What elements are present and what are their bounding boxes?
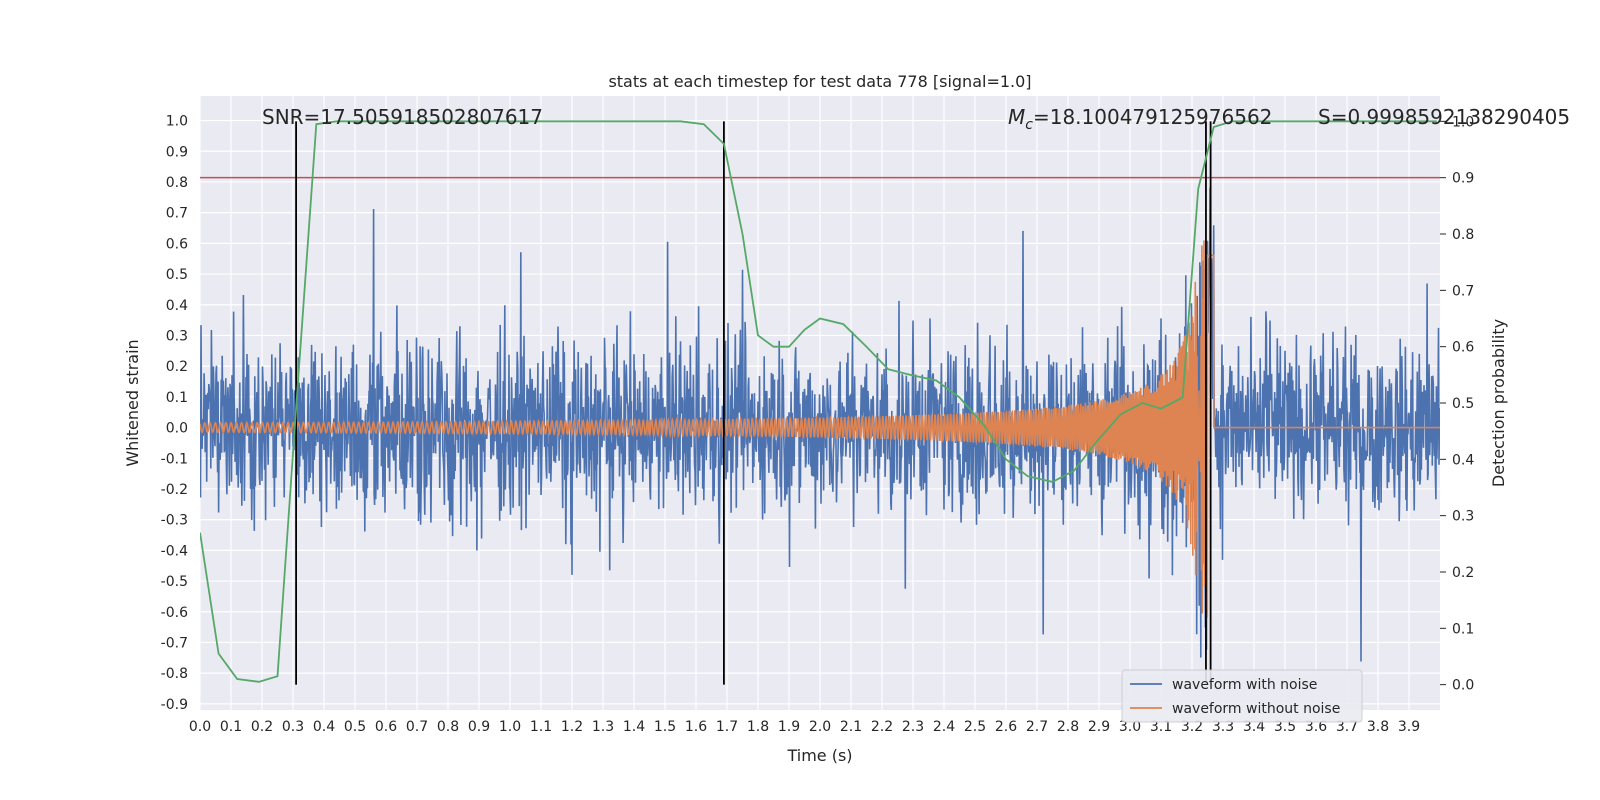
x-tick-label: 0.5 — [344, 719, 366, 735]
y-tick-label: 1.0 — [166, 114, 188, 130]
x-tick-label: 3.1 — [1150, 719, 1172, 735]
x-tick-label: 2.2 — [871, 719, 893, 735]
x-tick-label: 3.3 — [1212, 719, 1234, 735]
x-tick-label: 1.2 — [561, 719, 583, 735]
y2-tick-label: 0.9 — [1452, 171, 1474, 187]
x-tick-label: 3.6 — [1305, 719, 1327, 735]
y-tick-label: 0.8 — [166, 175, 188, 191]
y-tick-label: -0.6 — [161, 605, 188, 621]
y-tick-label: -0.5 — [161, 574, 188, 590]
x-tick-label: 2.1 — [840, 719, 862, 735]
y-tick-label: -0.1 — [161, 451, 188, 467]
y-tick-label: -0.4 — [161, 543, 188, 559]
y-tick-label: 0.1 — [166, 390, 188, 406]
y-tick-label: 0.4 — [166, 298, 188, 314]
x-tick-label: 1.9 — [778, 719, 800, 735]
series-line-detection-probability — [200, 120, 1437, 683]
y2-tick-labels: 1.0 0.9 0.8 0.7 0.6 0.5 0.4 0.3 0.2 0.1 0.0 — [1440, 114, 1474, 694]
x-tick-label: 2.5 — [964, 719, 986, 735]
x-axis-label: Time (s) — [786, 746, 852, 765]
chirp-mass-symbol: M — [1008, 105, 1025, 129]
y2-tick-label: 0.0 — [1452, 678, 1474, 694]
chirp-mass-annotation: Mc=18.100479125976562 — [1008, 105, 1272, 133]
y-tick-label: 0.7 — [166, 206, 188, 222]
y-tick-labels: 1.0 0.9 0.8 0.7 0.6 0.5 0.4 0.3 0.2 0.1 0.0 -0.1 -0.… — [161, 114, 188, 713]
y2-tick-label: 0.8 — [1452, 227, 1474, 243]
y2-tick-label: 0.7 — [1452, 283, 1474, 299]
x-tick-label: 1.4 — [623, 719, 645, 735]
x-tick-label: 2.7 — [1026, 719, 1048, 735]
x-tick-label: 0.8 — [437, 719, 459, 735]
y2-axis-label: Detection probability — [1489, 319, 1508, 487]
x-tick-label: 0.7 — [406, 719, 428, 735]
x-tick-label: 2.4 — [933, 719, 955, 735]
y-tick-label: 0.3 — [166, 328, 188, 344]
legend-label-waveform-with-noise: waveform with noise — [1172, 677, 1317, 693]
legend-label-waveform-without-noise: waveform without noise — [1172, 701, 1340, 717]
x-tick-label: 0.9 — [468, 719, 490, 735]
x-tick-label: 3.9 — [1398, 719, 1420, 735]
x-tick-label: 1.0 — [499, 719, 521, 735]
y2-tick-label: 0.3 — [1452, 509, 1474, 525]
y2-tick-label: 0.6 — [1452, 340, 1474, 356]
x-tick-label: 1.5 — [654, 719, 676, 735]
x-tick-label: 1.8 — [747, 719, 769, 735]
y2-tick-label: 0.5 — [1452, 396, 1474, 412]
y2-tick-label: 0.1 — [1452, 621, 1474, 637]
series-line-waveform-without-noise — [200, 240, 1440, 619]
y2-tick-label: 0.2 — [1452, 565, 1474, 581]
y-tick-label: 0.0 — [166, 421, 188, 437]
y-tick-label: -0.2 — [161, 482, 188, 498]
y-tick-label: -0.9 — [161, 697, 188, 713]
x-tick-label: 3.5 — [1274, 719, 1296, 735]
s-annotation: S=0.9998592138290405 — [1318, 105, 1570, 129]
y-axis-label: Whitened strain — [123, 339, 142, 466]
x-tick-label: 1.7 — [716, 719, 738, 735]
y-tick-label: 0.5 — [166, 267, 188, 283]
x-tick-label: 2.8 — [1057, 719, 1079, 735]
chart-title: stats at each timestep for test data 778… — [608, 72, 1031, 91]
chirp-mass-value: =18.100479125976562 — [1033, 105, 1272, 129]
y-tick-label: 0.2 — [166, 359, 188, 375]
x-tick-label: 2.9 — [1088, 719, 1110, 735]
snr-annotation: SNR=17.505918502807617 — [262, 105, 543, 129]
legend-box — [1121, 669, 1363, 723]
x-tick-label: 0.0 — [189, 719, 211, 735]
x-tick-label: 0.3 — [282, 719, 304, 735]
x-tick-label: 3.0 — [1119, 719, 1141, 735]
y-tick-label: 0.9 — [166, 144, 188, 160]
y-tick-label: -0.3 — [161, 513, 188, 529]
x-tick-label: 1.1 — [530, 719, 552, 735]
y2-tick-label: 1.0 — [1452, 114, 1474, 130]
y-tick-label: -0.8 — [161, 666, 188, 682]
x-tick-label: 2.0 — [809, 719, 831, 735]
x-tick-labels: 0.0 0.1 0.2 0.3 0.4 0.5 0.6 0.7 0.8 0.9 1.0 1.1 1.2 1… — [189, 719, 1420, 735]
y2-tick-label: 0.4 — [1452, 452, 1474, 468]
x-tick-label: 3.7 — [1336, 719, 1358, 735]
y-tick-label: -0.7 — [161, 635, 188, 651]
chirp-mass-subscript: c — [1025, 117, 1033, 133]
x-tick-label: 0.2 — [251, 719, 273, 735]
x-tick-label: 0.4 — [313, 719, 335, 735]
x-tick-label: 3.8 — [1367, 719, 1389, 735]
x-tick-label: 1.3 — [592, 719, 614, 735]
x-tick-label: 3.2 — [1181, 719, 1203, 735]
x-tick-label: 3.4 — [1243, 719, 1265, 735]
x-tick-label: 0.6 — [375, 719, 397, 735]
x-tick-label: 1.6 — [685, 719, 707, 735]
x-tick-label: 2.6 — [995, 719, 1017, 735]
x-tick-label: 2.3 — [902, 719, 924, 735]
y-tick-label: 0.6 — [166, 236, 188, 252]
x-tick-label: 0.1 — [220, 719, 242, 735]
legend: waveform with noise waveform without noi… — [1121, 669, 1363, 723]
